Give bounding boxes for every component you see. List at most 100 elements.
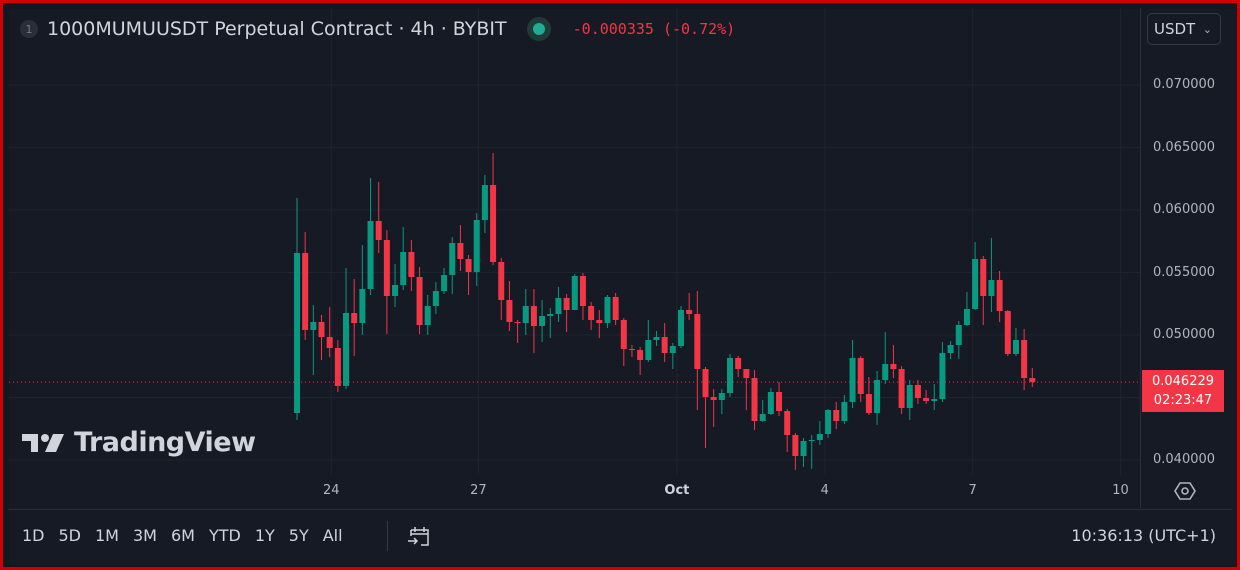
chevron-down-icon: ⌄: [1202, 22, 1212, 36]
symbol-title[interactable]: 1000MUMUUSDT Perpetual Contract · 4h · B…: [47, 18, 507, 40]
candle-body: [792, 435, 799, 456]
candle-body: [776, 392, 783, 411]
range-3m-button[interactable]: 3M: [132, 526, 157, 545]
candle-body: [473, 220, 480, 272]
candle-up: [718, 389, 725, 414]
range-all-button[interactable]: All: [322, 526, 343, 545]
candle-body: [490, 185, 497, 262]
candle-down: [416, 267, 423, 334]
candle-body: [653, 337, 660, 340]
candle-body: [874, 380, 881, 413]
symbol-legend: 1 1000MUMUUSDT Perpetual Contract · 4h ·…: [20, 16, 735, 42]
candle-body: [637, 350, 644, 360]
candle-body: [735, 358, 742, 369]
candle-body: [972, 259, 979, 309]
candle-down: [743, 369, 750, 410]
candle-down: [351, 279, 358, 356]
candle-down: [628, 345, 635, 357]
candle-body: [694, 314, 701, 369]
candle-body: [457, 243, 464, 259]
candle-body: [506, 300, 513, 322]
candle-up: [882, 332, 889, 384]
candle-body: [686, 310, 693, 314]
candle-body: [449, 243, 456, 275]
candle-body: [318, 322, 325, 337]
currency-label: USDT: [1154, 20, 1196, 38]
candle-down: [326, 307, 333, 357]
range-5y-button[interactable]: 5Y: [288, 526, 309, 545]
candle-body: [530, 306, 537, 326]
candle-body: [351, 313, 358, 323]
candle-body: [808, 440, 815, 441]
tradingview-logo[interactable]: TradingView: [22, 427, 256, 458]
candle-down: [465, 255, 472, 295]
candle-body: [816, 434, 823, 440]
range-1y-button[interactable]: 1Y: [254, 526, 275, 545]
candle-up: [432, 282, 439, 314]
range-ytd-button[interactable]: YTD: [208, 526, 241, 545]
candle-body: [334, 348, 341, 386]
candle-body: [547, 314, 554, 316]
go-to-date-calendar-icon[interactable]: [405, 522, 433, 550]
candle-down: [865, 377, 872, 415]
candle-down: [506, 281, 513, 331]
range-1d-button[interactable]: 1D: [22, 526, 45, 545]
timezone-clock[interactable]: 10:36:13 (UTC+1): [1071, 526, 1216, 545]
candle-up: [604, 295, 611, 328]
candle-down: [579, 273, 586, 320]
bar-countdown: 02:23:47: [1153, 393, 1213, 409]
candle-body: [898, 369, 905, 408]
candle-down: [1029, 368, 1036, 387]
candle-down: [514, 320, 521, 343]
last-price-value: 0.046229: [1151, 374, 1215, 390]
candle-body: [539, 316, 546, 326]
candle-body: [383, 240, 390, 296]
candle-up: [841, 395, 848, 424]
date-range-buttons: 1D 5D 1M 3M 6M YTD 1Y 5Y All: [16, 522, 351, 549]
candle-body: [996, 280, 1003, 311]
candle-down: [530, 289, 537, 353]
candle-body: [800, 441, 807, 456]
candle-body: [825, 410, 832, 434]
price-tick-label: 0.060000: [1153, 202, 1216, 217]
candle-body: [620, 320, 627, 349]
candle-body: [367, 221, 374, 289]
currency-selector[interactable]: USDT ⌄: [1147, 13, 1221, 45]
candle-up: [906, 380, 913, 420]
chart-window: [3, 3, 1237, 567]
candle-up: [653, 331, 660, 346]
candle-up: [481, 175, 488, 233]
pane-number-badge: 1: [20, 20, 38, 38]
candle-up: [449, 237, 456, 294]
candle-up: [849, 340, 856, 408]
candle-body: [890, 364, 897, 369]
candle-down: [302, 232, 309, 340]
candle-body: [857, 358, 864, 394]
candle-up: [955, 321, 962, 359]
candle-up: [939, 342, 946, 402]
range-1m-button[interactable]: 1M: [95, 526, 119, 545]
candle-up: [294, 198, 300, 420]
candle-body: [628, 349, 635, 350]
candle-down: [923, 390, 930, 404]
range-5d-button[interactable]: 5D: [58, 526, 82, 545]
time-tick-label: 27: [470, 483, 487, 498]
candle-up: [669, 343, 676, 369]
candle-body: [359, 289, 366, 323]
candle-up: [343, 268, 350, 389]
candle-body: [743, 369, 750, 378]
candle-up: [400, 227, 407, 290]
candle-body: [302, 253, 309, 330]
candle-down: [784, 409, 791, 452]
range-6m-button[interactable]: 6M: [170, 526, 195, 545]
candle-body: [579, 276, 586, 306]
settings-icon[interactable]: [1173, 479, 1197, 503]
tradingview-logo-icon: [22, 433, 64, 452]
candle-up: [963, 292, 970, 326]
candle-down: [792, 433, 799, 470]
candle-body: [988, 280, 995, 296]
price-tick-label: 0.040000: [1153, 452, 1216, 467]
candle-down: [686, 293, 693, 320]
logo-text: TradingView: [74, 427, 256, 458]
